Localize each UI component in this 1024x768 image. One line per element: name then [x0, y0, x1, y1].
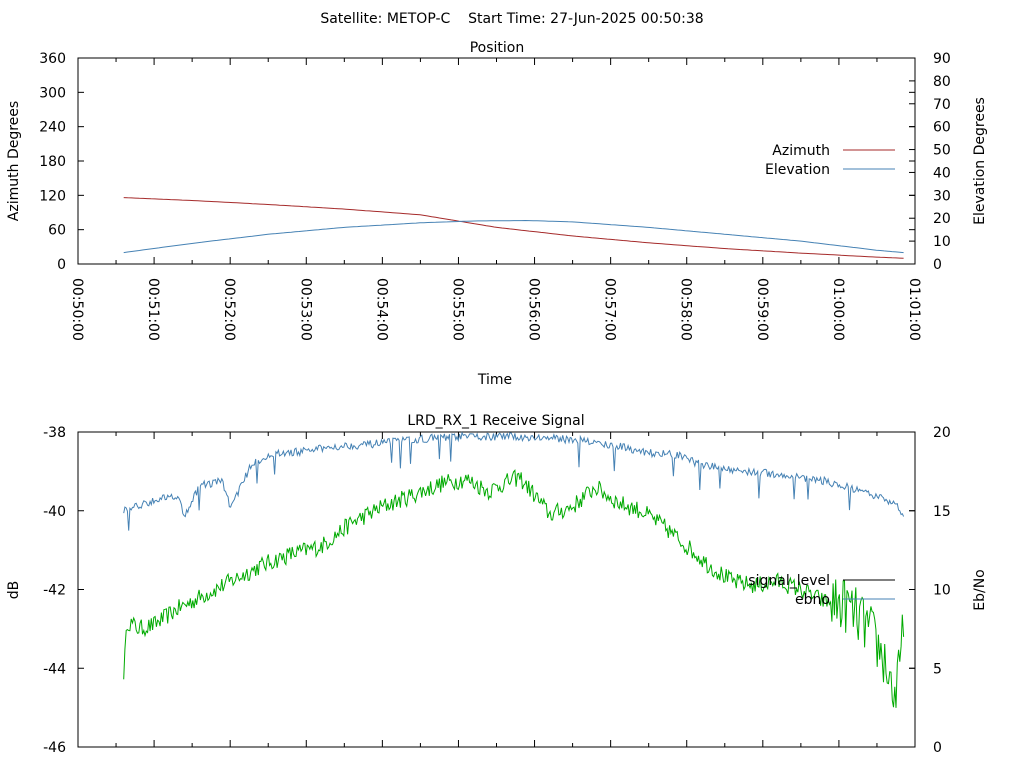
legend-label-azimuth: Azimuth [772, 143, 830, 159]
position-chart: Position 0 60 120 180 240 300 360 0 10 20 30 40 50 60… [6, 40, 988, 388]
position-x-axis-label: Time [477, 372, 512, 388]
y2-tick-label: 30 [933, 188, 951, 204]
y2-tick-label: 90 [933, 51, 951, 67]
y2-tick-label: 50 [933, 143, 951, 159]
x-tick-label: 00:51:00 [145, 278, 161, 341]
legend-label-signal-level: signal_level [748, 573, 830, 589]
y-tick-label: 120 [39, 188, 66, 204]
y-tick-label: 240 [39, 120, 66, 136]
y-tick-label: 180 [39, 154, 66, 170]
y-tick-label: -42 [43, 583, 66, 599]
y2-tick-label: 10 [933, 583, 951, 599]
position-y-axis-label: Azimuth Degrees [6, 101, 22, 221]
series-line-signal-level [123, 469, 905, 708]
y-tick-label: -44 [43, 661, 66, 677]
signal-chart: LRD_RX_1 Receive Signal -46 -44 -42 -40 -38 0… [6, 413, 988, 756]
y2-tick-label: 40 [933, 165, 951, 181]
x-tick-label: 00:52:00 [221, 278, 237, 341]
x-tick-label: 01:01:00 [906, 278, 922, 341]
signal-y2-axis-label: Eb/No [972, 569, 988, 611]
x-tick-label: 01:00:00 [830, 278, 846, 341]
y-tick-label: 300 [39, 85, 66, 101]
y-tick-label: -38 [43, 425, 66, 441]
y2-tick-label: 10 [933, 234, 951, 250]
y2-tick-label: 0 [933, 740, 942, 756]
position-legend: Azimuth Elevation [765, 143, 895, 178]
x-tick-label: 00:50:00 [69, 278, 85, 341]
y2-tick-label: 5 [933, 661, 942, 677]
y-tick-label: 60 [48, 223, 66, 239]
signal-plot-frame [77, 431, 916, 748]
position-chart-title: Position [470, 40, 525, 56]
y-tick-label: -40 [43, 504, 66, 520]
x-tick-label: 00:58:00 [678, 278, 694, 341]
y-tick-label: -46 [43, 740, 66, 756]
position-y2-axis-label: Elevation Degrees [972, 97, 988, 225]
y-tick-label: 360 [39, 51, 66, 67]
legend-label-ebno: ebno [795, 592, 830, 608]
y2-tick-label: 20 [933, 211, 951, 227]
y2-tick-label: 20 [933, 425, 951, 441]
x-tick-label: 00:59:00 [754, 278, 770, 341]
x-tick-label: 00:54:00 [373, 278, 389, 341]
main-title: Satellite: METOP-C Start Time: 27-Jun-20… [320, 11, 703, 27]
y2-tick-label: 60 [933, 120, 951, 136]
series-line-elevation [123, 219, 904, 254]
signal-y-axis-label: dB [6, 581, 22, 600]
x-tick-label: 00:56:00 [526, 278, 542, 341]
series-line-azimuth [123, 197, 904, 259]
signal-chart-title: LRD_RX_1 Receive Signal [407, 413, 584, 429]
legend-label-elevation: Elevation [765, 162, 830, 178]
y2-tick-label: 80 [933, 74, 951, 90]
x-tick-label: 00:55:00 [449, 278, 465, 341]
x-tick-label: 00:57:00 [602, 278, 618, 341]
y2-tick-label: 70 [933, 97, 951, 113]
y2-tick-label: 15 [933, 504, 951, 520]
series-line-ebno [123, 431, 905, 531]
y-tick-label: 0 [57, 257, 66, 273]
y2-tick-label: 0 [933, 257, 942, 273]
x-tick-label: 00:53:00 [297, 278, 313, 341]
position-plot-frame [77, 57, 916, 265]
